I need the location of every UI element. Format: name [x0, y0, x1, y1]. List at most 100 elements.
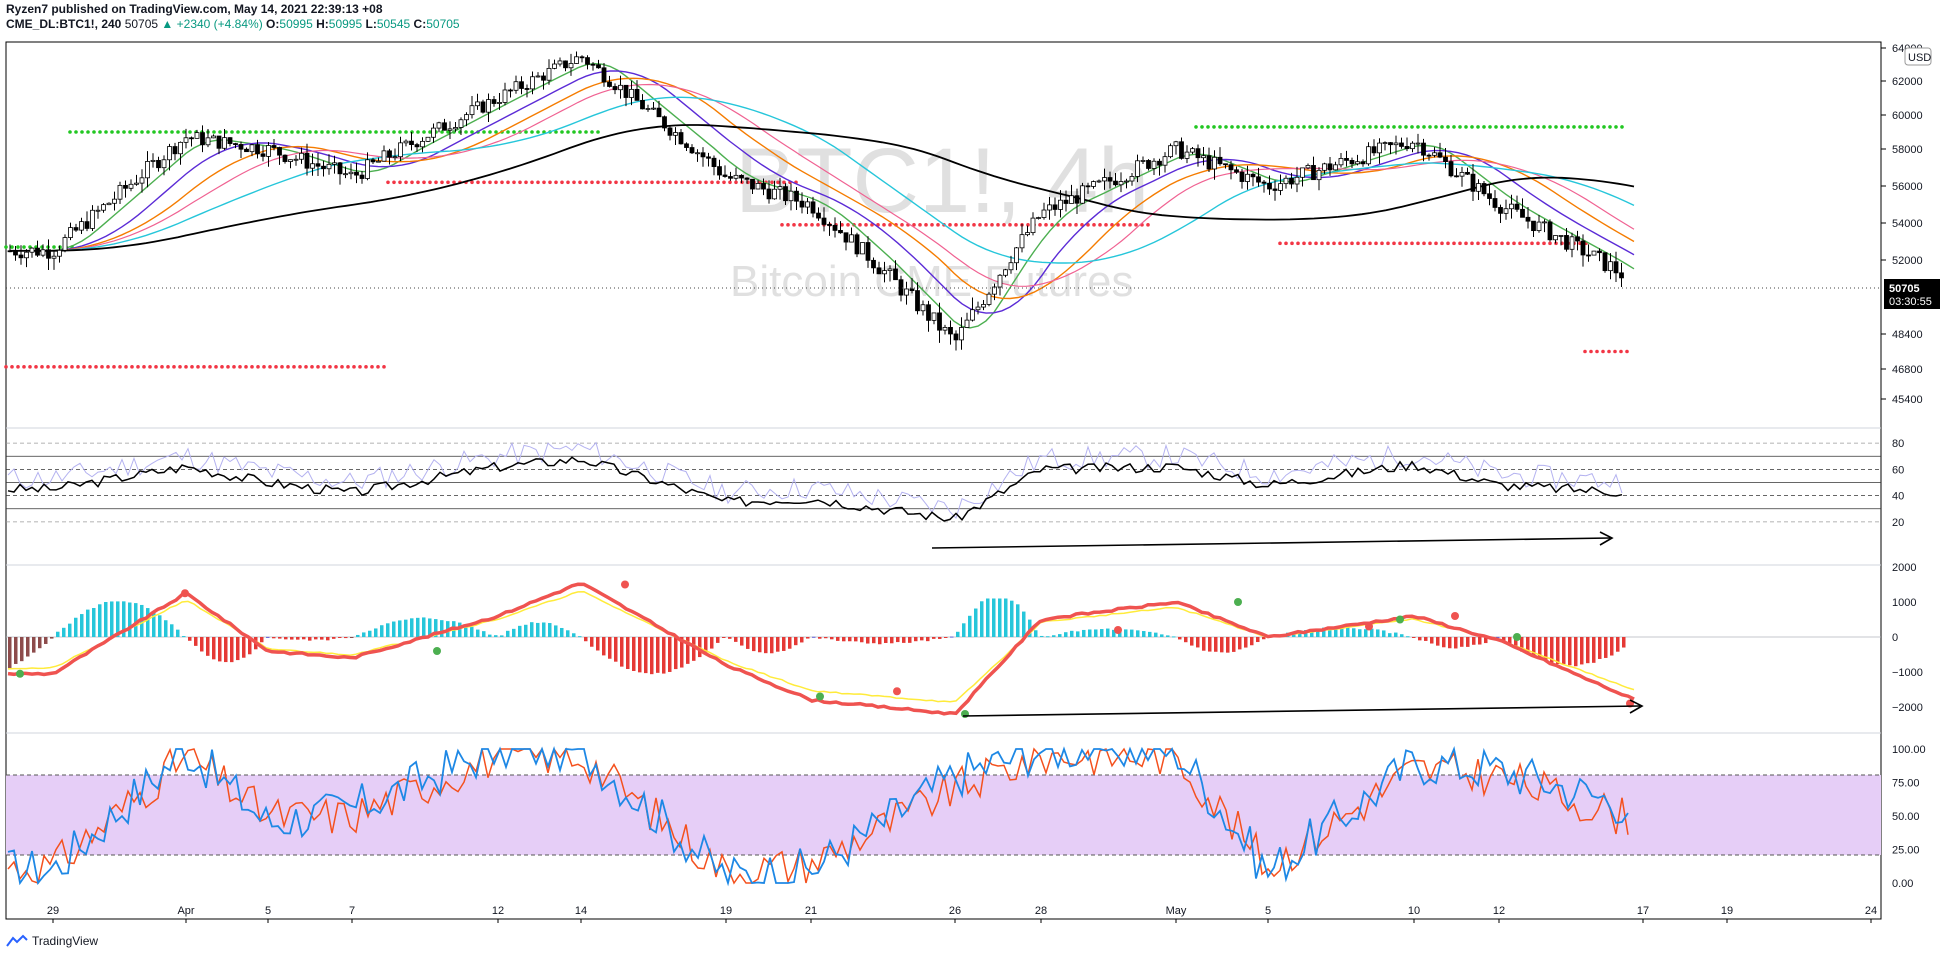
red-level-dot	[596, 180, 600, 185]
candle-down	[260, 153, 266, 157]
green-level-dot	[446, 130, 450, 134]
green-level-dot	[1608, 125, 1612, 129]
candle-down	[1586, 254, 1591, 257]
macd-histogram-bar	[434, 619, 438, 637]
green-level-dot	[344, 130, 348, 134]
red-level-dot	[638, 180, 642, 185]
macd-histogram-bar	[1034, 630, 1038, 637]
macd-histogram-bar	[176, 629, 180, 637]
red-level-dot	[410, 180, 414, 185]
candle-up	[1553, 235, 1558, 241]
price-tick-label: 48400	[1892, 329, 1923, 341]
macd-histogram-bar	[380, 625, 384, 637]
candle-down	[634, 88, 640, 101]
red-level-dot	[488, 180, 492, 185]
macd-histogram-bar	[1508, 637, 1512, 644]
red-level-dot	[1506, 241, 1510, 246]
candle-down	[1465, 171, 1470, 175]
red-level-dot	[1314, 241, 1318, 246]
candle-down	[1426, 154, 1432, 157]
red-level-dot	[1595, 349, 1599, 354]
macd-histogram-bar	[284, 637, 288, 640]
candle-down	[898, 279, 904, 296]
macd-histogram-bar	[476, 629, 480, 637]
red-level-dot	[1308, 241, 1312, 246]
red-level-dot	[960, 223, 964, 227]
red-level-dot	[346, 365, 350, 369]
macd-histogram-bar	[428, 618, 432, 637]
candle-down	[821, 217, 827, 225]
red-level-dot	[1434, 241, 1438, 246]
macd-histogram-bar	[680, 637, 684, 668]
macd-histogram-bar	[1004, 598, 1008, 637]
macd-histogram-bar	[296, 637, 300, 640]
red-level-dot	[476, 180, 480, 185]
macd-cross-dot	[16, 669, 24, 678]
red-level-dot	[728, 180, 732, 185]
candle-up	[986, 293, 992, 305]
green-level-dot	[1236, 125, 1240, 129]
candle-up	[772, 188, 777, 200]
candle-up	[1102, 177, 1107, 182]
rsi-arrow-head	[1599, 531, 1614, 546]
green-level-dot	[1500, 125, 1504, 129]
candle-up	[557, 60, 563, 65]
red-level-dot	[148, 365, 152, 369]
macd-histogram-bar	[1502, 637, 1506, 642]
macd-histogram-bar	[1094, 629, 1098, 637]
macd-arrow-head	[1629, 699, 1644, 714]
red-level-dot	[1044, 223, 1048, 227]
green-level-dot	[266, 130, 270, 134]
candle-up	[343, 173, 348, 176]
candle-down	[832, 224, 838, 231]
green-level-dot	[236, 130, 240, 134]
red-level-dot	[1607, 349, 1611, 354]
candle-down	[612, 86, 618, 91]
candle-up	[128, 183, 134, 189]
candle-down	[607, 81, 612, 87]
red-level-dot	[1601, 349, 1605, 354]
macd-histogram-bar	[1550, 637, 1554, 663]
currency-badge[interactable]	[1904, 47, 1932, 66]
macd-histogram-bar	[716, 637, 720, 643]
macd-histogram-bar	[1148, 631, 1152, 637]
macd-histogram-bar	[1424, 637, 1428, 641]
symbol-label[interactable]: CME_DL:BTC1!, 240	[6, 17, 122, 31]
candle-up	[1003, 269, 1008, 276]
red-level-dot	[996, 223, 1000, 227]
candle-up	[299, 152, 304, 160]
candle-down	[271, 145, 277, 148]
macd-histogram-bar	[1058, 634, 1062, 637]
green-level-dot	[1470, 125, 1474, 129]
red-level-dot	[930, 223, 934, 227]
red-level-dot	[978, 223, 982, 227]
candle-up	[1135, 160, 1140, 177]
macd-tick-label: 1000	[1892, 597, 1916, 609]
footer-brand[interactable]: TradingView	[32, 934, 99, 948]
candle-down	[1487, 193, 1492, 199]
candle-down	[480, 101, 486, 113]
last-price-tag-value: 50705	[1889, 283, 1920, 295]
red-level-dot	[214, 365, 218, 369]
macd-histogram-bar	[1136, 630, 1140, 637]
red-level-dot	[1362, 241, 1366, 246]
red-level-dot	[1494, 241, 1498, 246]
candle-down	[1448, 161, 1454, 177]
green-level-dot	[1194, 125, 1198, 129]
candle-down	[948, 327, 953, 335]
time-tick-label: 26	[949, 905, 961, 917]
macd-histogram-bar	[98, 604, 102, 637]
ema-cyan-line	[10, 96, 1635, 264]
candle-up	[139, 177, 145, 184]
candle-down	[1525, 216, 1531, 222]
red-level-dot	[100, 365, 104, 369]
candle-up	[95, 209, 101, 212]
green-level-dot	[374, 130, 378, 134]
candle-down	[1234, 169, 1239, 173]
red-level-dot	[912, 223, 916, 227]
macd-histogram-bar	[956, 631, 960, 637]
candle-down	[1421, 142, 1426, 156]
candle-up	[436, 122, 442, 129]
candle-up	[887, 268, 893, 271]
